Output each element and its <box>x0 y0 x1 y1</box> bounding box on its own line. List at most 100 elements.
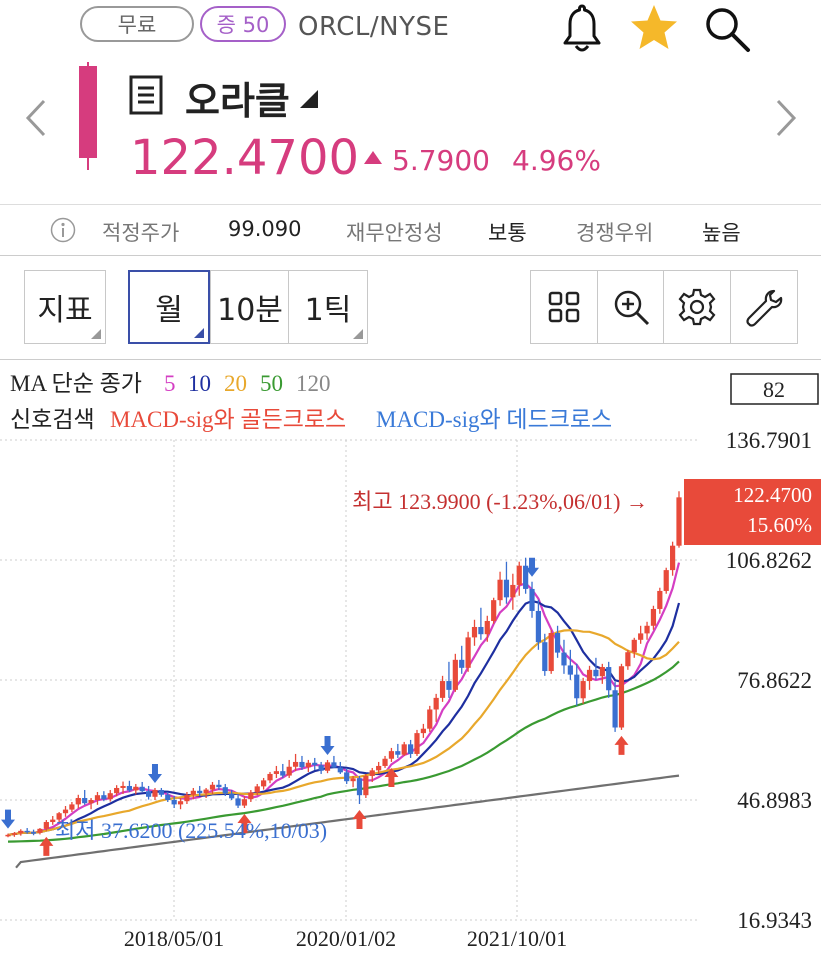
period-month-button[interactable]: 월 <box>128 270 210 344</box>
margin-badge: 증 50 <box>200 6 286 42</box>
candle <box>82 789 88 805</box>
candle <box>478 607 484 640</box>
low-price-annotation: 최저 37.6200 (225.54%,10/03) <box>55 818 327 843</box>
candle <box>152 787 158 800</box>
tools-button[interactable] <box>730 270 798 344</box>
period-10min-button[interactable]: 10분 <box>210 270 290 344</box>
candle <box>286 759 292 778</box>
candle <box>235 793 241 809</box>
candle <box>420 723 426 738</box>
competitive-label: 경쟁우위 <box>576 221 654 245</box>
candle <box>471 619 478 646</box>
candle <box>114 785 120 797</box>
candle <box>216 779 222 790</box>
layout-grid-button[interactable] <box>530 270 598 344</box>
period-1tick-button[interactable]: 1틱 <box>288 270 368 344</box>
dead-cross-arrow <box>320 735 335 755</box>
candle <box>203 787 209 798</box>
count-box[interactable] <box>730 373 819 405</box>
bell-icon[interactable] <box>560 2 604 54</box>
moving-average-lines <box>7 562 681 869</box>
candle <box>554 625 561 658</box>
candle <box>401 741 407 756</box>
zoom-button[interactable] <box>597 270 664 344</box>
candle <box>50 816 56 825</box>
candle <box>529 581 535 618</box>
candle <box>356 775 363 804</box>
candle <box>145 785 152 800</box>
candle <box>139 781 145 792</box>
candle <box>439 675 446 702</box>
current-price-tag-value: 122.4700 <box>733 483 812 507</box>
candle <box>261 777 267 790</box>
candle <box>510 573 516 610</box>
candle <box>184 791 190 804</box>
candle <box>503 561 510 604</box>
candle <box>535 599 542 650</box>
candle <box>376 761 382 774</box>
info-icon[interactable] <box>50 217 76 243</box>
x-tick-label: 2018/05/01 <box>124 926 224 951</box>
signal-label: 신호검색 <box>10 407 95 432</box>
candle <box>101 791 107 802</box>
candle <box>337 761 343 774</box>
candle <box>165 791 171 802</box>
y-axis-ticks: 136.7901 106.8262 76.8622 46.8983 16.9343 <box>726 428 812 933</box>
candle <box>382 755 388 768</box>
candle <box>574 663 580 706</box>
ma-50-label: 50 <box>260 371 283 396</box>
candle <box>299 755 305 770</box>
candle <box>133 783 139 795</box>
document-icon[interactable] <box>128 74 164 116</box>
search-icon[interactable] <box>702 4 752 54</box>
candle <box>318 761 324 774</box>
y-tick-label: 76.8622 <box>737 668 812 693</box>
candle <box>171 795 177 809</box>
x-tick-label: 2021/10/01 <box>467 926 567 951</box>
golden-cross-arrow <box>384 767 399 787</box>
candle <box>631 637 637 658</box>
candle <box>427 705 433 732</box>
golden-cross-arrow <box>352 809 367 829</box>
fair-price-label: 적정주가 <box>102 221 180 245</box>
stock-name[interactable]: 오라클 <box>185 79 290 123</box>
candle <box>62 806 69 817</box>
dead-cross-arrow <box>525 557 540 577</box>
chevron-right-icon[interactable] <box>770 98 800 138</box>
candle <box>197 785 203 796</box>
golden-cross-arrow <box>614 735 629 755</box>
golden-cross-arrow <box>39 836 54 856</box>
candle <box>292 753 299 772</box>
chart-grid <box>0 439 700 921</box>
ma-title: MA 단순 종가 <box>10 371 142 396</box>
candle <box>69 801 75 813</box>
golden-cross-label: MACD-sig와 골든크로스 <box>110 407 346 432</box>
candle <box>606 661 612 698</box>
dropdown-triangle-icon[interactable] <box>298 88 320 110</box>
chevron-left-icon[interactable] <box>22 98 52 138</box>
candle <box>408 739 414 758</box>
candle <box>663 567 669 594</box>
candle <box>586 665 593 690</box>
stability-value: 보통 <box>488 221 527 245</box>
candle <box>452 653 458 692</box>
ma-5-line <box>7 562 681 836</box>
candle <box>254 783 260 796</box>
candle <box>561 639 567 674</box>
candle <box>267 771 273 784</box>
candle <box>120 781 126 794</box>
indicator-button[interactable]: 지표 <box>24 270 106 344</box>
price-chart[interactable]: 136.7901 106.8262 76.8622 46.8983 16.9343 20… <box>0 361 821 959</box>
candle <box>24 828 30 834</box>
candle <box>241 795 248 809</box>
ma-10-line <box>7 599 681 836</box>
candle <box>229 789 235 800</box>
y-tick-label: 46.8983 <box>737 788 812 813</box>
settings-button[interactable] <box>663 270 731 344</box>
candle <box>369 767 375 782</box>
candle <box>305 759 311 772</box>
ma-20-line <box>7 629 680 836</box>
zoom-in-icon <box>614 290 649 326</box>
star-icon[interactable] <box>628 2 680 54</box>
ma-5-label: 5 <box>164 371 176 396</box>
